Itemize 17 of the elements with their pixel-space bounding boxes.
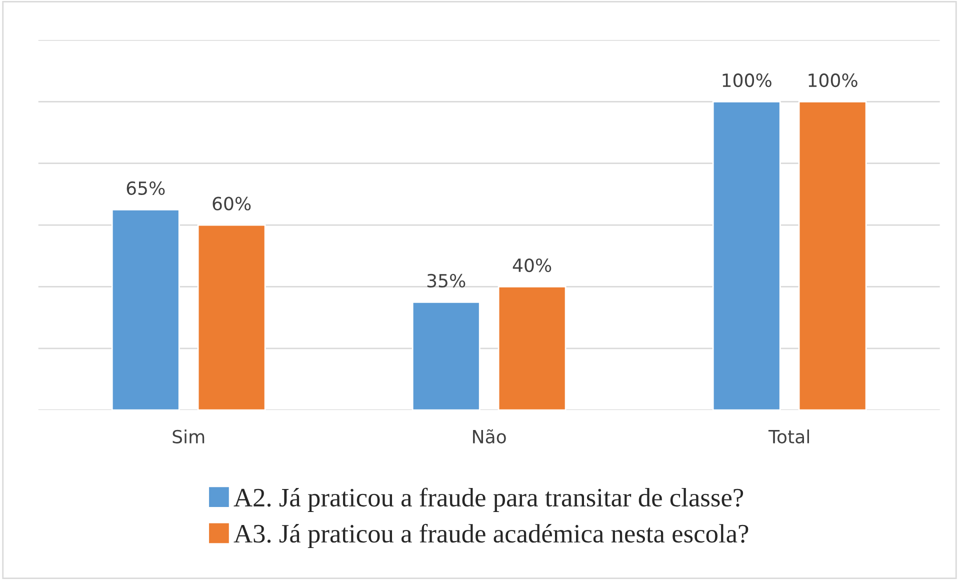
bar	[712, 101, 781, 410]
bar	[798, 101, 867, 410]
legend-label: A3. Já praticou a fraude académica nesta escola?	[234, 524, 748, 548]
data-label: 100%	[808, 73, 858, 88]
legend-label: A2. Já praticou a fraude para transitar de classe?	[234, 488, 744, 512]
bar	[412, 301, 480, 410]
bar	[197, 224, 266, 410]
data-label: 100%	[722, 73, 772, 88]
bar	[498, 286, 566, 410]
x-tick-label: Não	[473, 429, 506, 444]
x-tick-label: Sim	[172, 430, 204, 444]
bar	[111, 208, 180, 410]
data-label: 40%	[512, 258, 552, 272]
data-label: 65%	[126, 181, 165, 196]
data-label: 35%	[427, 274, 466, 288]
data-label: 60%	[212, 196, 251, 210]
x-tick-label: Total	[768, 430, 809, 444]
